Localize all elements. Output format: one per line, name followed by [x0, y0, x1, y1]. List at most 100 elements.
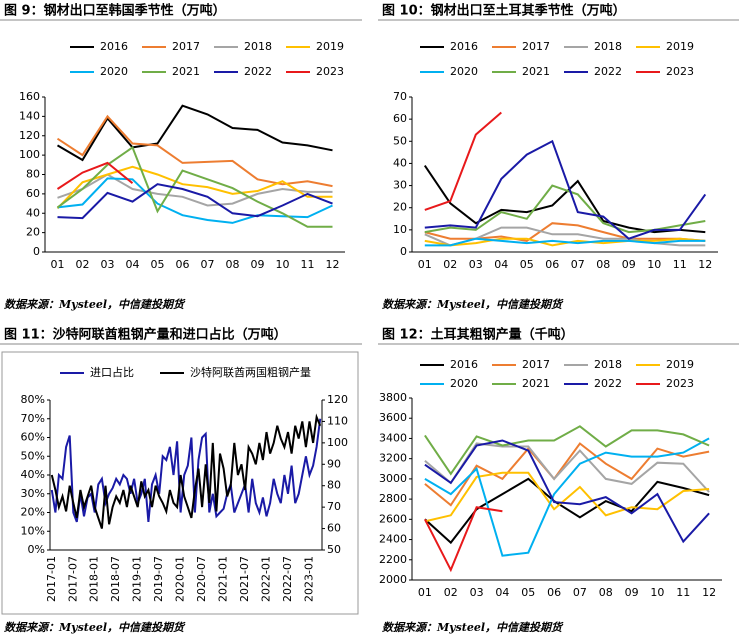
y2-tick-label: 70 — [327, 500, 341, 513]
series-line — [424, 437, 710, 557]
x-tick-label: 10 — [647, 258, 661, 271]
x-tick-label: 12 — [702, 586, 716, 599]
y-tick-label: 80 — [26, 168, 40, 181]
series-line — [424, 471, 710, 523]
y-tick-label: 2400 — [379, 533, 407, 546]
x-tick-label: 2022-07 — [281, 556, 294, 602]
series-line — [424, 222, 706, 242]
x-tick-label: 11 — [676, 586, 690, 599]
y-tick-label: 10 — [393, 223, 407, 236]
series-line — [56, 165, 333, 210]
x-tick-label: 06 — [547, 586, 561, 599]
y2-tick-label: 60 — [327, 522, 341, 535]
x-tick-label: 05 — [521, 586, 535, 599]
x-tick-label: 07 — [201, 258, 215, 271]
y2-tick-label: 100 — [327, 436, 348, 449]
x-tick-label: 10 — [650, 586, 664, 599]
legend-label: 2019 — [666, 358, 694, 371]
x-tick-label: 05 — [520, 258, 534, 271]
y-tick-label: 70 — [393, 90, 407, 103]
y-tick-label: 0 — [400, 245, 407, 258]
source: 数据来源：Mysteel，中信建投期货 — [382, 298, 564, 311]
x-tick-label: 07 — [573, 586, 587, 599]
series-line — [424, 237, 706, 247]
legend-label: 2016 — [450, 40, 478, 53]
series-line — [424, 442, 710, 507]
x-tick-label: 09 — [625, 586, 639, 599]
series-line — [50, 413, 322, 529]
series-line — [424, 237, 706, 247]
legend-label: 2018 — [244, 40, 272, 53]
legend-label: 2018 — [594, 40, 622, 53]
y2-tick-label: 80 — [327, 479, 341, 492]
series-line — [57, 173, 333, 207]
y-tick-label: 30 — [393, 179, 407, 192]
chart-title: 图 10：钢材出口至土耳其季节性（万吨） — [382, 3, 626, 19]
y-tick-label: 20 — [393, 201, 407, 214]
x-tick-label: 01 — [418, 586, 432, 599]
y-tick-label: 120 — [19, 129, 40, 142]
x-tick-label: 03 — [470, 586, 484, 599]
x-tick-label: 06 — [545, 258, 559, 271]
legend-label: 2021 — [522, 65, 550, 78]
x-tick-label: 2017-01 — [45, 556, 58, 602]
chart-title: 图 11：沙特阿联酋粗钢产量和进口占比（万吨） — [4, 327, 287, 343]
legend-label: 2017 — [522, 40, 550, 53]
y-tick-label: 50 — [393, 134, 407, 147]
x-tick-label: 06 — [176, 258, 190, 271]
x-tick-label: 2022-01 — [260, 556, 273, 602]
x-tick-label: 10 — [276, 258, 290, 271]
y-tick-label: 3400 — [379, 431, 407, 444]
y-tick-label: 10% — [21, 524, 45, 537]
legend-label: 沙特阿联酋两国粗钢产量 — [190, 365, 311, 379]
y-tick-label: 100 — [19, 148, 40, 161]
y-tick-label: 60 — [393, 112, 407, 125]
series-line — [424, 425, 710, 476]
series-line — [424, 439, 710, 544]
y-tick-label: 0 — [33, 245, 40, 258]
y-tick-label: 80% — [21, 393, 45, 406]
y-tick-label: 2800 — [379, 492, 407, 505]
x-tick-label: 2018-07 — [109, 556, 122, 602]
x-tick-label: 08 — [599, 586, 613, 599]
series-line — [424, 139, 707, 240]
legend-label: 2019 — [316, 40, 344, 53]
x-tick-label: 2020-07 — [195, 556, 208, 602]
legend-label: 2020 — [450, 65, 478, 78]
x-tick-label: 02 — [76, 258, 90, 271]
legend-label: 2023 — [666, 377, 694, 390]
x-tick-label: 05 — [151, 258, 165, 271]
legend-label: 进口占比 — [90, 365, 134, 379]
y-tick-label: 20 — [26, 226, 40, 239]
x-tick-label: 03 — [469, 258, 483, 271]
x-tick-label: 11 — [673, 258, 687, 271]
x-tick-label: 01 — [418, 258, 432, 271]
x-tick-label: 2021-01 — [217, 556, 230, 602]
y2-tick-label: 90 — [327, 457, 341, 470]
y-tick-label: 60% — [21, 431, 45, 444]
x-tick-label: 09 — [251, 258, 265, 271]
x-tick-label: 2018-01 — [88, 556, 101, 602]
series-line — [424, 111, 502, 211]
series-line — [50, 418, 322, 523]
x-tick-label: 2017-07 — [66, 556, 79, 602]
source: 数据来源：Mysteel，中信建投期货 — [4, 298, 186, 311]
series-line — [424, 477, 710, 545]
legend-label: 2023 — [316, 65, 344, 78]
x-tick-label: 02 — [444, 586, 458, 599]
x-tick-label: 03 — [101, 258, 115, 271]
legend-label: 2020 — [100, 65, 128, 78]
legend-label: 2021 — [522, 377, 550, 390]
y-tick-label: 140 — [19, 109, 40, 122]
legend-label: 2017 — [172, 40, 200, 53]
series-line — [56, 161, 134, 190]
chart-title: 图 12：土耳其粗钢产量（千吨） — [382, 327, 574, 343]
x-tick-label: 11 — [301, 258, 315, 271]
y-tick-label: 2600 — [379, 512, 407, 525]
legend-label: 2016 — [100, 40, 128, 53]
x-tick-label: 2021-07 — [238, 556, 251, 602]
legend-label: 2020 — [450, 377, 478, 390]
x-tick-label: 07 — [571, 258, 585, 271]
y-tick-label: 2000 — [379, 573, 407, 586]
